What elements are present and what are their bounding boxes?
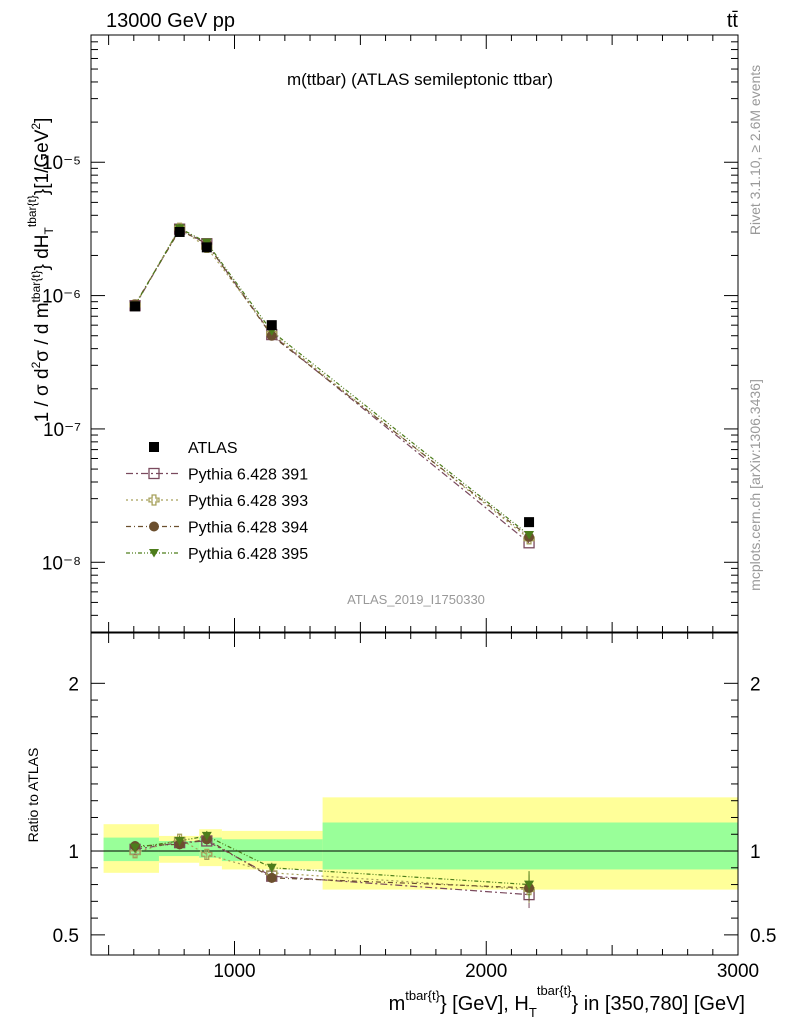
ratio-y-tick-label-right: 1 [750,842,761,863]
main-y-tick-labels: 10⁻⁸ 10⁻⁷ 10⁻⁶ 10⁻⁵ [42,153,81,574]
marker-ATLAS [524,517,535,528]
series-line [134,227,530,536]
inner-band [103,837,159,862]
legend-label: Pythia 6.428 391 [188,467,308,484]
analysis-watermark: ATLAS_2019_I1750330 [347,592,485,607]
ratio-uncertainty-bands [103,797,738,890]
marker-395 [524,531,535,540]
main-y-axis-label: 1 / σ d2σ / d mtbar{t}} dHTtbar{t}}[1/Ge… [25,118,56,423]
legend-label: ATLAS [188,440,238,457]
legend: ATLAS Pythia 6.428 391 Pythia 6.428 393 Pyt… [126,440,308,563]
marker-ATLAS [266,320,277,331]
legend-label: Pythia 6.428 393 [188,493,308,510]
marker-395 [201,831,212,841]
ratio-y-tick-label-left: 0.5 [53,926,79,947]
marker-ATLAS [174,226,185,237]
marker-393 [201,848,213,861]
ratio-y-tick-label-left: 1 [68,842,79,863]
header-right: tt̄ [727,10,739,32]
series-line [134,229,530,538]
marker-395 [149,549,159,558]
rivet-version-label: Rivet 3.1.10, ≥ 2.6M events [747,65,763,235]
ratio-plot-frame [90,632,739,956]
y-tick-label: 10⁻⁸ [42,553,81,574]
ratio-y-axis-label: Ratio to ATLAS [25,748,41,843]
marker-ATLAS [201,242,212,253]
marker-ATLAS [130,301,141,312]
main-axis-ticks [91,34,739,633]
marker-395 [524,880,535,890]
mcplots-label: mcplots.cern.ch [arXiv:1306.3436] [747,379,763,591]
x-tick-label: 2000 [465,961,507,982]
header-left: 13000 GeV pp [106,10,235,32]
marker-393 [129,847,141,859]
y-tick-label: 10⁻⁵ [42,153,81,174]
marker-394 [266,872,277,883]
ratio-series-group [129,830,535,909]
ratio-y-tick-label-right: 0.5 [750,926,776,947]
y-tick-label: 10⁻⁶ [42,287,81,308]
ratio-axis-ticks [91,633,739,955]
x-tick-label: 1000 [213,961,255,982]
x-axis-label: mtbar{t}} [GeV], HTtbar{t}} in [350,780]… [389,983,745,1020]
marker-393 [148,494,160,506]
y-tick-label: 10⁻⁷ [43,420,81,441]
ratio-series-line [134,838,530,891]
series-line [134,228,530,544]
ratio-series-line [134,840,530,896]
marker-394 [149,521,159,532]
marker-395 [174,836,185,846]
inner-band [322,822,738,870]
ratio-y-tick-label-left: 2 [68,674,79,695]
marker-395 [130,843,141,853]
main-plot-frame [90,34,739,633]
ratio-tick-labels: 0.5 0.5 1 1 2 2 1000 2000 3000 [53,674,777,982]
main-series-group [129,222,535,549]
marker-395 [266,863,277,873]
ratio-y-tick-label-right: 2 [750,674,761,695]
marker-ATLAS [149,442,159,452]
plot-title: m(ttbar) (ATLAS semileptonic ttbar) [287,70,553,89]
x-tick-label: 3000 [717,961,759,982]
legend-label: Pythia 6.428 394 [188,520,308,537]
marker-391 [148,467,160,480]
legend-label: Pythia 6.428 395 [188,546,308,563]
